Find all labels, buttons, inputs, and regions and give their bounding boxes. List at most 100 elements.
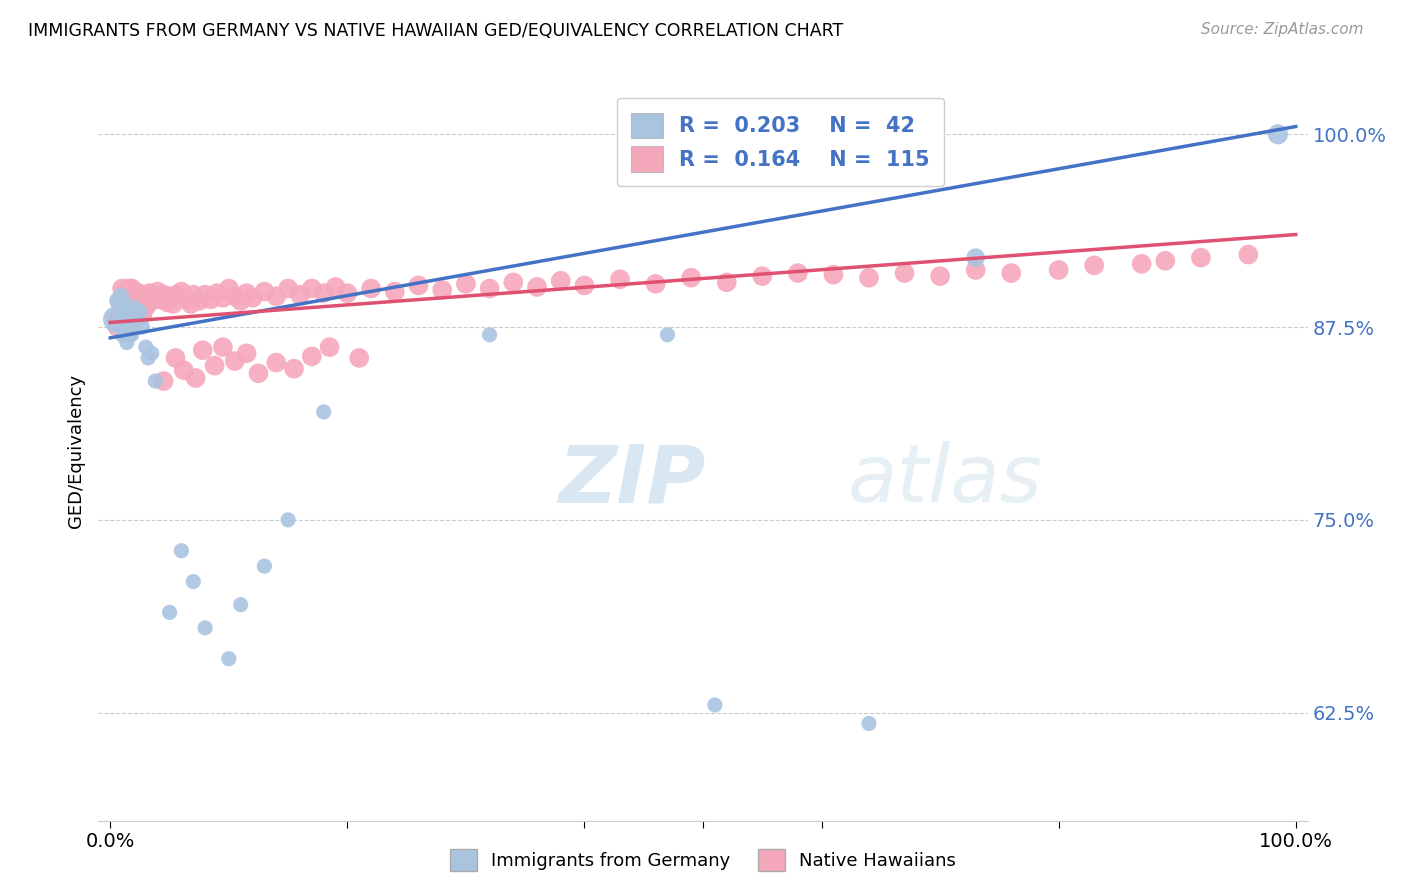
Point	[115, 310, 138, 324]
Point	[224, 354, 246, 368]
Point	[131, 297, 153, 311]
Point	[336, 286, 359, 301]
Point	[112, 304, 135, 318]
Point	[114, 285, 136, 299]
Point	[751, 269, 773, 284]
Point	[131, 308, 153, 322]
Point	[125, 312, 148, 326]
Point	[141, 293, 163, 308]
Point	[135, 287, 157, 301]
Point	[135, 340, 157, 354]
Point	[574, 278, 596, 293]
Text: ZIP: ZIP	[558, 441, 706, 519]
Point	[125, 303, 148, 318]
Point	[858, 270, 880, 285]
Point	[111, 297, 134, 311]
Point	[135, 300, 157, 314]
Point	[312, 286, 335, 301]
Point	[127, 293, 149, 307]
Point	[325, 280, 347, 294]
Point	[125, 304, 148, 318]
Point	[170, 285, 193, 299]
Point	[159, 289, 181, 303]
Point	[146, 285, 169, 299]
Point	[114, 300, 136, 314]
Point	[132, 293, 155, 307]
Point	[1154, 253, 1177, 268]
Point	[176, 293, 198, 307]
Point	[550, 274, 572, 288]
Point	[143, 289, 166, 303]
Point	[318, 340, 340, 354]
Point	[165, 351, 187, 365]
Point	[141, 346, 163, 360]
Point	[1267, 128, 1289, 142]
Point	[1189, 251, 1212, 265]
Point	[703, 698, 725, 712]
Point	[121, 327, 143, 342]
Point	[117, 289, 139, 303]
Point	[408, 278, 430, 293]
Point	[893, 266, 915, 280]
Point	[152, 374, 174, 388]
Point	[117, 300, 139, 314]
Point	[235, 346, 257, 360]
Point	[170, 543, 193, 558]
Point	[194, 621, 217, 635]
Point	[114, 297, 136, 311]
Point	[121, 289, 143, 303]
Legend: Immigrants from Germany, Native Hawaiians: Immigrants from Germany, Native Hawaiian…	[443, 842, 963, 879]
Point	[114, 293, 136, 307]
Point	[129, 306, 152, 320]
Point	[121, 301, 143, 316]
Point	[108, 293, 131, 308]
Point	[609, 272, 631, 286]
Point	[120, 304, 142, 318]
Point	[184, 371, 207, 385]
Point	[212, 291, 235, 305]
Point	[229, 293, 252, 308]
Point	[1000, 266, 1022, 280]
Point	[181, 574, 204, 589]
Point	[478, 327, 501, 342]
Point	[218, 651, 240, 665]
Point	[115, 335, 138, 350]
Point	[125, 289, 148, 303]
Point	[1083, 258, 1105, 272]
Point	[194, 287, 217, 301]
Point	[118, 281, 141, 295]
Text: Source: ZipAtlas.com: Source: ZipAtlas.com	[1201, 22, 1364, 37]
Point	[644, 277, 666, 291]
Point	[118, 312, 141, 326]
Point	[131, 320, 153, 334]
Point	[347, 351, 370, 365]
Point	[929, 269, 952, 284]
Point	[218, 281, 240, 295]
Point	[162, 297, 184, 311]
Point	[1130, 257, 1153, 271]
Point	[277, 513, 299, 527]
Point	[224, 289, 246, 303]
Text: IMMIGRANTS FROM GERMANY VS NATIVE HAWAIIAN GED/EQUIVALENCY CORRELATION CHART: IMMIGRANTS FROM GERMANY VS NATIVE HAWAII…	[28, 22, 844, 40]
Point	[115, 320, 138, 334]
Point	[120, 320, 142, 334]
Point	[312, 405, 335, 419]
Point	[526, 280, 548, 294]
Point	[112, 327, 135, 342]
Point	[205, 286, 228, 301]
Point	[114, 304, 136, 318]
Point	[301, 281, 323, 295]
Point	[117, 304, 139, 318]
Point	[965, 263, 987, 277]
Point	[716, 276, 738, 290]
Point	[105, 320, 128, 334]
Point	[253, 559, 276, 574]
Point	[110, 304, 132, 318]
Point	[129, 289, 152, 303]
Point	[301, 350, 323, 364]
Point	[128, 286, 150, 301]
Point	[786, 266, 808, 280]
Point	[242, 291, 264, 305]
Point	[235, 286, 257, 301]
Point	[129, 293, 152, 308]
